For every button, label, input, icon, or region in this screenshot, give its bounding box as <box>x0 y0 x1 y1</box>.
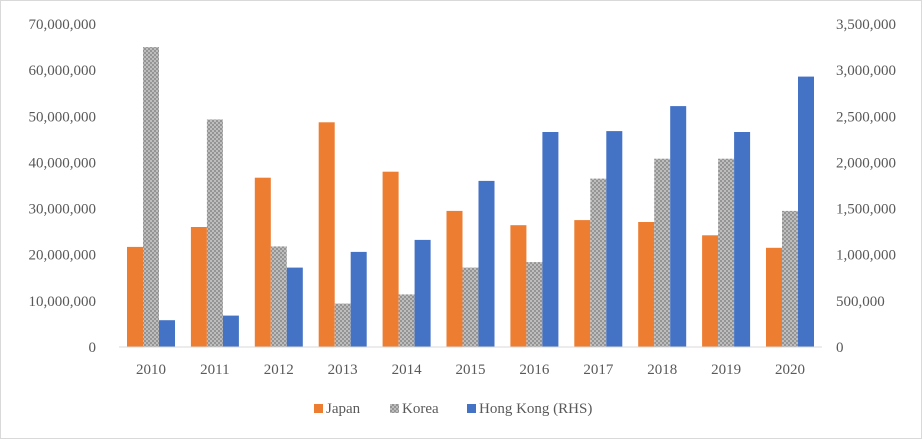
bar-japan <box>318 122 335 347</box>
left-y-axis: 0 10,000,000 20,000,000 30,000,000 40,000,00… <box>29 17 97 356</box>
right-y-tick-label: 3,500,000 <box>836 17 896 33</box>
x-tick-label: 2013 <box>328 362 358 378</box>
bar-korea <box>718 158 735 347</box>
bar-korea <box>334 303 351 347</box>
right-y-tick-label: 1,000,000 <box>836 248 896 264</box>
x-tick-label: 2017 <box>583 362 614 378</box>
left-y-tick-label: 70,000,000 <box>29 17 97 33</box>
bar-japan <box>510 225 527 347</box>
legend-label: Korea <box>402 401 439 417</box>
bar-korea <box>270 246 287 347</box>
bar-hong-kong-rhs <box>222 315 239 347</box>
bar-hong-kong-rhs <box>286 267 303 347</box>
right-y-tick-label: 500,000 <box>836 294 885 310</box>
bar-japan <box>574 220 591 347</box>
left-y-tick-label: 0 <box>89 340 97 356</box>
x-tick-label: 2016 <box>519 362 550 378</box>
bar-japan <box>446 210 463 347</box>
left-y-tick-label: 10,000,000 <box>29 294 97 310</box>
legend-label: Japan <box>326 401 361 417</box>
legend-swatch <box>390 404 399 413</box>
bar-hong-kong-rhs <box>478 180 495 347</box>
x-tick-label: 2019 <box>711 362 741 378</box>
legend-swatch <box>467 404 476 413</box>
bar-korea <box>398 294 415 347</box>
bar-japan <box>254 177 271 347</box>
bar-japan <box>766 247 782 347</box>
bar-korea <box>782 210 798 347</box>
bars-group <box>127 47 814 347</box>
legend: Japan Korea Hong Kong (RHS) <box>314 401 592 417</box>
x-tick-label: 2014 <box>392 362 423 378</box>
right-y-tick-label: 3,000,000 <box>836 63 896 79</box>
bar-hong-kong-rhs <box>670 106 687 347</box>
bar-japan <box>702 235 719 347</box>
bar-japan <box>127 246 143 347</box>
bar-korea <box>462 267 479 347</box>
bar-hong-kong-rhs <box>414 239 431 347</box>
right-y-axis: 0 500,000 1,000,000 1,500,000 2,000,000 2,500… <box>836 17 896 356</box>
x-tick-label: 2012 <box>264 362 294 378</box>
bar-hong-kong-rhs <box>606 131 623 347</box>
left-y-tick-label: 30,000,000 <box>29 202 97 218</box>
bar-korea <box>590 178 607 347</box>
x-tick-label: 2010 <box>136 362 166 378</box>
bar-hong-kong-rhs <box>159 320 175 347</box>
x-tick-label: 2011 <box>200 362 229 378</box>
bar-korea <box>206 119 223 347</box>
left-y-tick-label: 50,000,000 <box>29 109 97 125</box>
right-y-tick-label: 0 <box>836 340 844 356</box>
left-y-tick-label: 60,000,000 <box>29 63 97 79</box>
bar-korea <box>654 158 671 347</box>
bar-korea <box>526 262 543 347</box>
bar-hong-kong-rhs <box>734 132 751 347</box>
right-y-tick-label: 1,500,000 <box>836 202 896 218</box>
bar-hong-kong-rhs <box>542 132 559 347</box>
bar-hong-kong-rhs <box>798 76 814 347</box>
x-tick-label: 2015 <box>456 362 486 378</box>
x-tick-label: 2018 <box>647 362 677 378</box>
x-axis: 2010 2011 2012 2013 2014 2015 2016 2017 2018 2019… <box>136 362 805 378</box>
right-y-tick-label: 2,000,000 <box>836 155 896 171</box>
bar-japan <box>190 227 207 347</box>
legend-label: Hong Kong (RHS) <box>479 401 592 417</box>
bar-hong-kong-rhs <box>350 251 367 347</box>
x-tick-label: 2020 <box>775 362 805 378</box>
right-y-tick-label: 2,500,000 <box>836 109 896 125</box>
left-y-tick-label: 40,000,000 <box>29 155 97 171</box>
legend-swatch <box>314 404 323 413</box>
bar-japan <box>638 222 655 347</box>
left-y-tick-label: 20,000,000 <box>29 248 97 264</box>
bar-korea <box>143 47 159 347</box>
bar-japan <box>382 171 399 347</box>
